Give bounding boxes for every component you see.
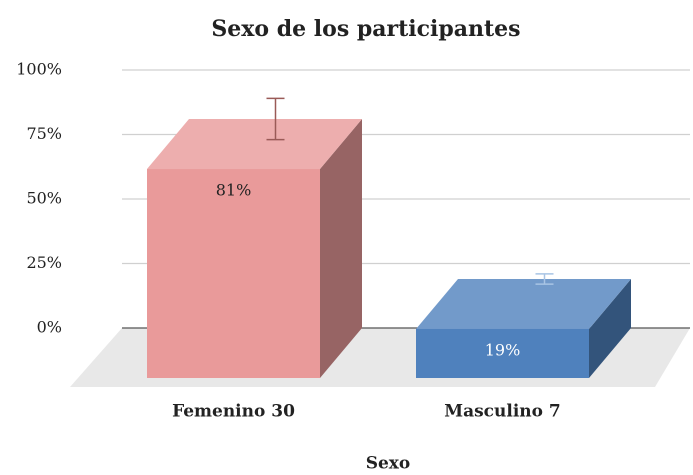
bar-side [320, 119, 362, 379]
x-tick-label: Masculino 7 [444, 402, 560, 422]
y-tick-label: 50% [26, 189, 62, 208]
y-tick-label: 100% [16, 60, 62, 79]
chart-title: Sexo de los participantes [211, 16, 520, 42]
bar [147, 169, 320, 378]
bar-top [416, 278, 631, 329]
bar-side [589, 278, 631, 378]
y-tick-label: 0% [37, 318, 62, 337]
bar-top [147, 119, 362, 170]
x-axis-title: Sexo [366, 454, 411, 474]
x-tick-label: Femenino 30 [172, 402, 295, 422]
bar [416, 328, 589, 378]
data-label: 19% [485, 340, 521, 359]
y-tick-label: 75% [26, 124, 62, 143]
y-tick-label: 25% [26, 253, 62, 272]
data-label: 81% [216, 181, 252, 200]
